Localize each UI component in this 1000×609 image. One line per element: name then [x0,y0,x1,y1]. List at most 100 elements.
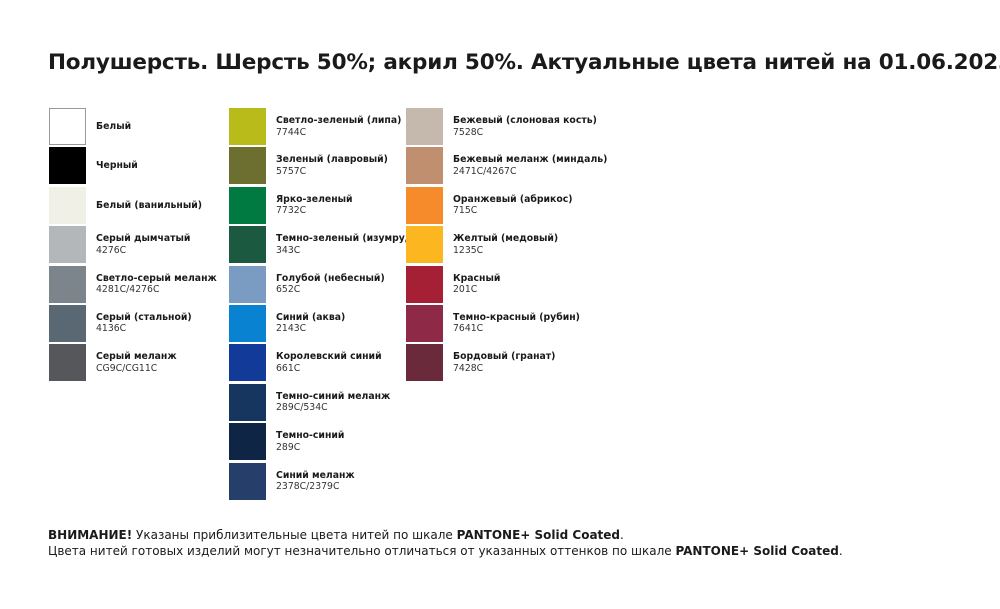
color-label: Серый меланж CG9C/CG11C [96,351,177,374]
footer-period: . [838,544,843,558]
color-label: Белый [96,121,131,133]
color-swatch [406,147,443,185]
color-swatch [49,344,86,382]
color-item: Серый меланж CG9C/CG11C [49,344,217,382]
pantone-code: 715C [453,205,478,217]
warning-label: ВНИМАНИЕ! [48,528,133,542]
color-label: Темно-красный (рубин) 7641C [453,312,580,335]
color-name: Бордовый (гранат) [453,351,556,363]
pantone-code: CG9C/CG11C [96,362,158,374]
pantone-code: 201C [453,284,478,296]
color-name: Серый (стальной) [96,311,192,323]
color-swatch [229,344,266,382]
color-item: Серый дымчатый 4276C [49,226,217,264]
color-item: Зеленый (лавровый) 5757C [229,147,417,185]
pantone-code: 289C [276,441,301,453]
color-label: Серый дымчатый 4276C [96,233,190,256]
pantone-brand: PANTONE+ Solid Coated [456,528,621,542]
color-swatch [229,423,266,461]
color-label: Зеленый (лавровый) 5757C [276,154,388,177]
color-name: Серый дымчатый [96,233,191,245]
color-item: Темно-зеленый (изумруд) 343C [229,226,417,264]
color-name: Темно-зеленый (изумруд) [276,233,417,245]
color-name: Оранжевый (абрикос) [453,193,573,205]
color-item: Белый [49,108,217,145]
color-swatch [229,304,266,342]
pantone-code: 4276C [96,244,127,256]
color-column-3: Бежевый (слоновая кость) 7528C Бежевый мел… [406,108,607,382]
color-item: Синий (аква) 2143C [229,304,417,342]
color-swatch [49,186,86,224]
color-name: Красный [453,272,501,284]
color-swatch [229,265,266,303]
pantone-code: 7428C [453,362,484,374]
footer-line-2: Цвета нитей готовых изделий могут незнач… [48,543,843,559]
color-item: Ярко-зеленый 7732C [229,186,417,224]
color-name: Белый [96,120,132,132]
pantone-code: 7641C [453,323,484,335]
color-label: Черный [96,160,138,172]
color-swatch [406,186,443,224]
color-item: Бежевый (слоновая кость) 7528C [406,108,607,145]
pantone-code: 7744C [276,126,307,138]
footer-line-1: ВНИМАНИЕ! Указаны приблизительные цвета … [48,527,843,543]
color-item: Светло-зеленый (липа) 7744C [229,108,417,145]
color-name: Желтый (медовый) [453,233,559,245]
color-label: Ярко-зеленый 7732C [276,194,353,217]
color-swatch [49,304,86,342]
color-name: Королевский синий [276,351,382,363]
color-swatch [406,226,443,264]
color-label: Бордовый (гранат) 7428C [453,351,555,374]
color-column-2: Светло-зеленый (липа) 7744C Зеленый (лавро… [229,108,417,500]
color-item: Бежевый меланж (миндаль) 2471C/4267C [406,147,607,185]
pantone-brand: PANTONE+ Solid Coated [675,544,839,558]
pantone-code: 1235C [453,244,484,256]
color-label: Красный 201C [453,273,500,296]
color-column-1: Белый Черный Белый (ванильный) Серый дымчат… [49,108,217,382]
color-label: Синий меланж 2378C/2379C [276,470,355,493]
color-swatch [406,304,443,342]
footer-text: Цвета нитей готовых изделий могут незнач… [48,544,676,558]
color-name: Ярко-зеленый [276,193,353,205]
color-swatch [229,462,266,500]
color-swatch [229,383,266,421]
color-label: Желтый (медовый) 1235C [453,233,558,256]
color-label: Светло-серый меланж 4281C/4276C [96,273,217,296]
color-label: Бежевый меланж (миндаль) 2471C/4267C [453,154,607,177]
color-item: Темно-синий 289C [229,423,417,461]
color-item: Королевский синий 661C [229,344,417,382]
color-item: Белый (ванильный) [49,186,217,224]
color-label: Голубой (небесный) 652C [276,273,385,296]
color-name: Темно-синий меланж [276,390,391,402]
color-name: Белый (ванильный) [96,199,202,211]
pantone-code: 4136C [96,323,127,335]
color-item: Синий меланж 2378C/2379C [229,462,417,500]
color-label: Темно-синий меланж 289C/534C [276,391,390,414]
color-name: Темно-синий [276,430,345,442]
pantone-code: 7528C [453,126,484,138]
footer-text: Указаны приблизительные цвета нитей по ш… [132,528,457,542]
color-item: Оранжевый (абрикос) 715C [406,186,607,224]
color-swatch [229,147,266,185]
color-name: Светло-зеленый (липа) [276,115,402,126]
pantone-code: 2143C [276,323,307,335]
color-label: Серый (стальной) 4136C [96,312,192,335]
color-label: Темно-синий 289C [276,430,344,453]
pantone-code: 661C [276,362,301,374]
color-swatch [229,226,266,264]
color-label: Оранжевый (абрикос) 715C [453,194,573,217]
page-title: Полушерсть. Шерсть 50%; акрил 50%. Актуа… [48,50,1000,75]
color-swatch [49,108,86,145]
color-label: Бежевый (слоновая кость) 7528C [453,115,597,138]
pantone-code: 289C/534C [276,402,328,414]
color-name: Бежевый меланж (миндаль) [453,154,608,166]
color-swatch [406,265,443,303]
color-item: Голубой (небесный) 652C [229,265,417,303]
color-item: Бордовый (гранат) 7428C [406,344,607,382]
footer-period: . [620,528,624,542]
color-swatch [229,108,266,145]
color-item: Серый (стальной) 4136C [49,304,217,342]
color-swatch [229,186,266,224]
color-item: Красный 201C [406,265,607,303]
pantone-code: 5757C [276,165,307,177]
